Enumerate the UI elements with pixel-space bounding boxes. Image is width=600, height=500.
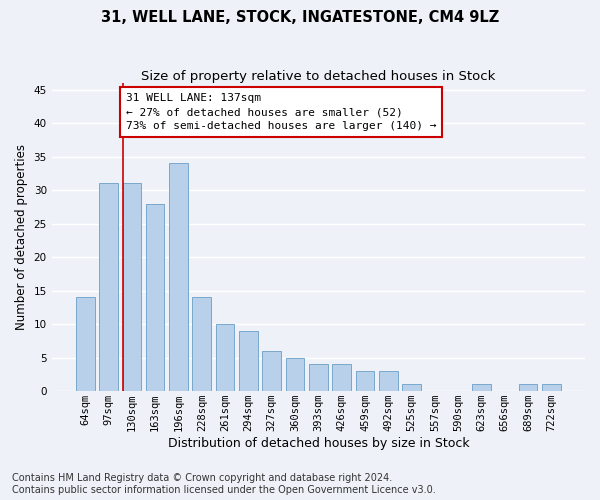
Bar: [262, 351, 281, 391]
Text: 31 WELL LANE: 137sqm
← 27% of detached houses are smaller (52)
73% of semi-detac: 31 WELL LANE: 137sqm ← 27% of detached h…: [126, 93, 437, 131]
Bar: [239, 331, 258, 391]
Bar: [472, 384, 491, 391]
Bar: [402, 384, 421, 391]
Text: 31, WELL LANE, STOCK, INGATESTONE, CM4 9LZ: 31, WELL LANE, STOCK, INGATESTONE, CM4 9…: [101, 10, 499, 25]
Bar: [309, 364, 328, 391]
Bar: [332, 364, 351, 391]
Bar: [193, 298, 211, 391]
Title: Size of property relative to detached houses in Stock: Size of property relative to detached ho…: [141, 70, 496, 83]
Bar: [169, 164, 188, 391]
Y-axis label: Number of detached properties: Number of detached properties: [15, 144, 28, 330]
Bar: [99, 184, 118, 391]
Bar: [146, 204, 164, 391]
Bar: [286, 358, 304, 391]
X-axis label: Distribution of detached houses by size in Stock: Distribution of detached houses by size …: [167, 437, 469, 450]
Bar: [122, 184, 141, 391]
Bar: [216, 324, 235, 391]
Bar: [76, 298, 95, 391]
Bar: [542, 384, 561, 391]
Bar: [356, 371, 374, 391]
Bar: [379, 371, 398, 391]
Bar: [519, 384, 538, 391]
Text: Contains HM Land Registry data © Crown copyright and database right 2024.
Contai: Contains HM Land Registry data © Crown c…: [12, 474, 436, 495]
